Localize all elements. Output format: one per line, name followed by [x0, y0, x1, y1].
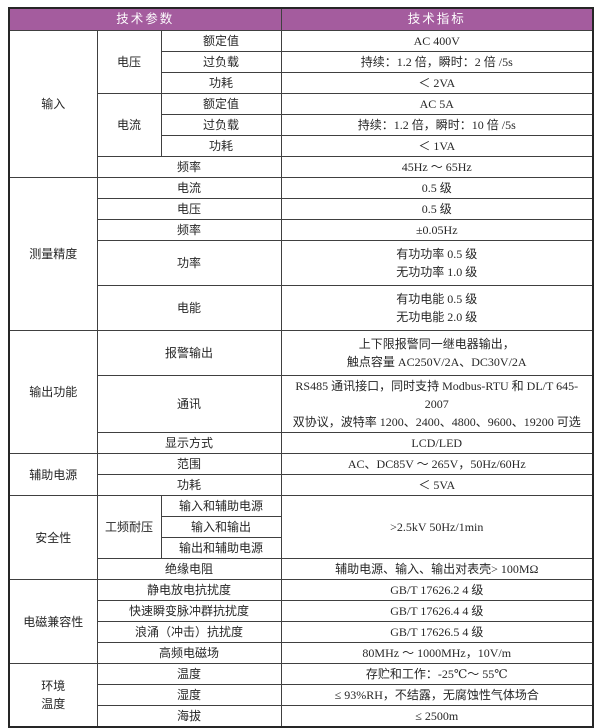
table-row: 输入 电压 额定值 AC 400V	[8, 30, 594, 178]
table-row: 浪涌（冲击）抗扰度 GB/T 17626.5 4 级	[9, 621, 594, 643]
voltage-overload-value: 持续：1.2 倍，瞬时：2 倍 /5s	[280, 51, 594, 73]
accuracy-section-label: 测量精度	[8, 177, 98, 331]
surge-immunity-label: 浪涌（冲击）抗扰度	[96, 621, 282, 643]
table-row: 功耗 ＜ 5VA	[9, 474, 594, 496]
table-row: 过负载 持续：1.2 倍，瞬时：10 倍 /5s	[9, 114, 594, 136]
table-row: 安全性 工频耐压 输入和辅助电源 >2.5kV 50Hz/1min	[8, 495, 594, 580]
voltage-rated-label: 额定值	[160, 30, 282, 52]
voltage-power-consumption-value: ＜ 2VA	[280, 72, 594, 94]
current-overload-value: 持续：1.2 倍，瞬时：10 倍 /5s	[280, 114, 594, 136]
env-temperature-value: 存贮和工作：-25℃～ 55℃	[280, 663, 594, 685]
aux-power-section-label: 辅助电源	[8, 453, 98, 496]
current-rated-value: AC 5A	[280, 93, 594, 115]
table-row: 电磁兼容性 静电放电抗扰度 GB/T 17626.2 4 级	[8, 579, 594, 664]
spec-table: 技术参数 技术指标 输入 电压 额定值 AC 400V 过负载 持续：1.2 倍…	[8, 7, 595, 728]
env-temperature-label: 温度	[96, 663, 282, 685]
rf-field-label: 高频电磁场	[96, 642, 282, 664]
table-row: 海拔 ≤ 2500m	[9, 705, 594, 728]
current-group-label: 电流	[96, 93, 162, 157]
accuracy-power-value: 有功功率 0.5 级 无功功率 1.0 级	[280, 240, 594, 286]
insulation-resistance-value: 辅助电源、输入、输出对表壳> 100MΩ	[280, 558, 594, 580]
output-section-label: 输出功能	[8, 330, 98, 454]
env-humidity-value: ≤ 93%RH，不结露，无腐蚀性气体场合	[280, 684, 594, 706]
table-row: 高频电磁场 80MHz ～ 1000MHz，10V/m	[9, 642, 594, 664]
alarm-output-value: 上下限报警同一继电器输出， 触点容量 AC250V/2A、DC30V/2A	[280, 330, 594, 376]
header-tech-specs: 技术指标	[280, 7, 594, 31]
aux-power-range-value: AC、DC85V ～ 265V，50Hz/60Hz	[280, 453, 594, 475]
table-row: 电压 0.5 级	[9, 198, 594, 220]
table-row: 输出功能 报警输出 上下限报警同一继电器输出， 触点容量 AC250V/2A、D…	[8, 330, 594, 454]
withstand-voltage-group-label: 工频耐压	[96, 495, 162, 559]
table-row: 频率 ±0.05Hz	[9, 219, 594, 241]
accuracy-current-value: 0.5 级	[280, 177, 594, 199]
insulation-resistance-label: 绝缘电阻	[96, 558, 282, 580]
table-row: 功耗 ＜ 2VA	[9, 72, 594, 94]
rf-field-value: 80MHz ～ 1000MHz，10V/m	[280, 642, 594, 664]
current-rated-label: 额定值	[160, 93, 282, 115]
withstand-input-output-label: 输入和输出	[160, 516, 282, 538]
table-row: 功率 有功功率 0.5 级 无功功率 1.0 级	[9, 240, 594, 286]
aux-power-consumption-label: 功耗	[96, 474, 282, 496]
voltage-power-consumption-label: 功耗	[160, 72, 282, 94]
table-row: 通讯 RS485 通讯接口，同时支持 Modbus-RTU 和 DL/T 645…	[9, 375, 594, 433]
esd-immunity-value: GB/T 17626.2 4 级	[280, 579, 594, 601]
table-row: 测量精度 电流 0.5 级	[8, 177, 594, 331]
safety-section-label: 安全性	[8, 495, 98, 580]
table-row: 频率 45Hz ～ 65Hz	[9, 156, 594, 178]
table-row: 显示方式 LCD/LED	[9, 432, 594, 454]
table-row: 电能 有功电能 0.5 级 无功电能 2.0 级	[9, 285, 594, 331]
accuracy-voltage-label: 电压	[96, 198, 282, 220]
accuracy-frequency-value: ±0.05Hz	[280, 219, 594, 241]
table-row: 绝缘电阻 辅助电源、输入、输出对表壳> 100MΩ	[9, 558, 594, 580]
accuracy-energy-label: 电能	[96, 285, 282, 331]
voltage-group-label: 电压	[96, 30, 162, 94]
environment-section-label: 环境 温度	[8, 663, 98, 728]
withstand-voltage-value: >2.5kV 50Hz/1min	[280, 495, 594, 559]
aux-power-range-label: 范围	[96, 453, 282, 475]
accuracy-energy-value: 有功电能 0.5 级 无功电能 2.0 级	[280, 285, 594, 331]
display-mode-label: 显示方式	[96, 432, 282, 454]
input-section-label: 输入	[8, 30, 98, 178]
accuracy-voltage-value: 0.5 级	[280, 198, 594, 220]
spec-table-container: 技术参数 技术指标 输入 电压 额定值 AC 400V 过负载 持续：1.2 倍…	[8, 7, 595, 728]
display-mode-value: LCD/LED	[280, 432, 594, 454]
table-row: 湿度 ≤ 93%RH，不结露，无腐蚀性气体场合	[9, 684, 594, 706]
esd-immunity-label: 静电放电抗扰度	[96, 579, 282, 601]
header-tech-params: 技术参数	[8, 7, 282, 31]
table-row: 电流 额定值 AC 5A	[9, 93, 594, 157]
table-row: 环境 温度 温度 存贮和工作：-25℃～ 55℃	[8, 663, 594, 728]
surge-immunity-value: GB/T 17626.5 4 级	[280, 621, 594, 643]
env-altitude-label: 海拔	[96, 705, 282, 728]
eft-immunity-value: GB/T 17626.4 4 级	[280, 600, 594, 622]
table-row: 快速瞬变脉冲群抗扰度 GB/T 17626.4 4 级	[9, 600, 594, 622]
aux-power-consumption-value: ＜ 5VA	[280, 474, 594, 496]
table-row: 输入和输出	[9, 516, 593, 538]
communication-label: 通讯	[96, 375, 282, 433]
current-power-consumption-value: ＜ 1VA	[280, 135, 594, 157]
current-overload-label: 过负载	[160, 114, 282, 136]
accuracy-power-label: 功率	[96, 240, 282, 286]
table-row: 辅助电源 范围 AC、DC85V ～ 265V，50Hz/60Hz	[8, 453, 594, 496]
env-humidity-label: 湿度	[96, 684, 282, 706]
current-power-consumption-label: 功耗	[160, 135, 282, 157]
alarm-output-label: 报警输出	[96, 330, 282, 376]
emc-section-label: 电磁兼容性	[8, 579, 98, 664]
eft-immunity-label: 快速瞬变脉冲群抗扰度	[96, 600, 282, 622]
voltage-rated-value: AC 400V	[280, 30, 594, 52]
communication-value: RS485 通讯接口，同时支持 Modbus-RTU 和 DL/T 645-20…	[280, 375, 594, 433]
voltage-overload-label: 过负载	[160, 51, 282, 73]
withstand-input-aux-label: 输入和辅助电源	[160, 495, 282, 517]
withstand-output-aux-label: 输出和辅助电源	[160, 537, 282, 559]
env-altitude-value: ≤ 2500m	[280, 705, 594, 728]
frequency-label: 频率	[96, 156, 282, 178]
table-header-row: 技术参数 技术指标	[8, 7, 594, 31]
accuracy-current-label: 电流	[96, 177, 282, 199]
frequency-value: 45Hz ～ 65Hz	[280, 156, 594, 178]
accuracy-frequency-label: 频率	[96, 219, 282, 241]
